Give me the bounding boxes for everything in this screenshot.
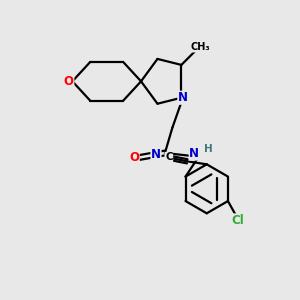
Text: N: N [189,147,199,160]
Text: O: O [64,75,74,88]
Text: O: O [129,151,139,164]
Text: N: N [178,91,188,104]
Text: N: N [151,148,161,161]
Text: C: C [165,152,172,163]
Text: H: H [204,143,213,154]
Text: CH₃: CH₃ [191,42,211,52]
Text: Cl: Cl [231,214,244,227]
